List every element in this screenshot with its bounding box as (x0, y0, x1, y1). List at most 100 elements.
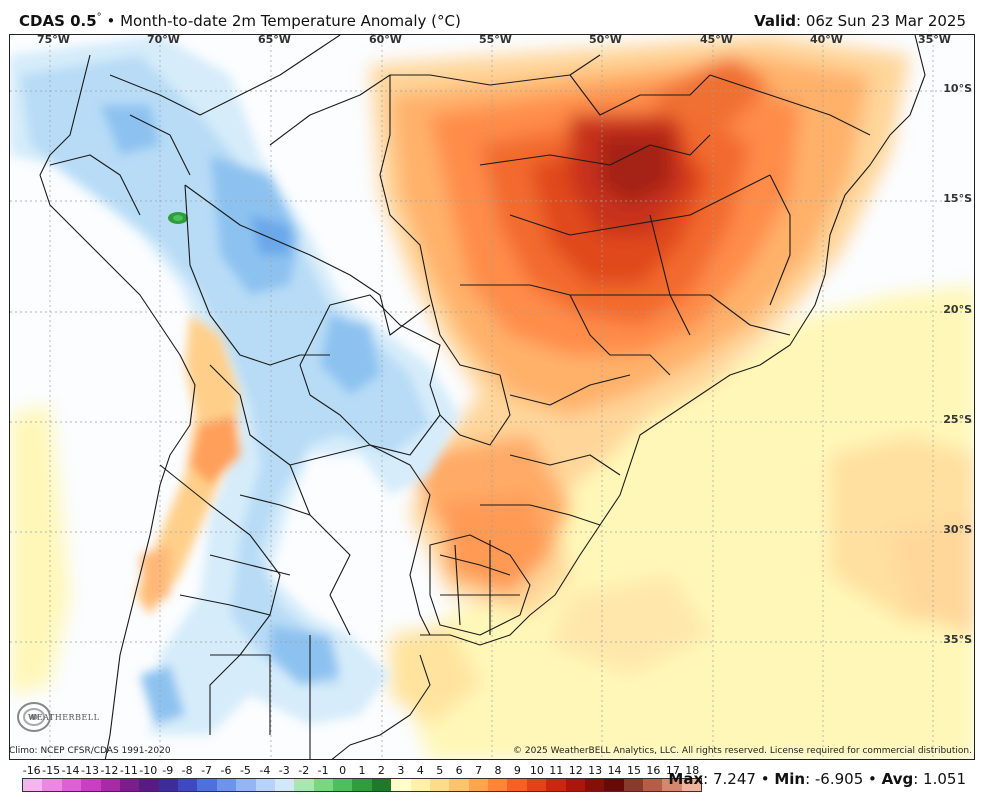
colorbar-tick: -10 (139, 764, 158, 777)
colorbar-swatch (197, 779, 217, 791)
colorbar-swatch (391, 779, 411, 791)
anomaly-map (10, 35, 974, 759)
colorbar-swatch (681, 779, 702, 791)
degree-mark: ° (96, 12, 102, 23)
colorbar-swatch (662, 779, 682, 791)
colorbar-tick: 11 (549, 764, 564, 777)
colorbar-tick: -1 (317, 764, 329, 777)
lon-label-45w: 45°W (700, 33, 733, 46)
colorbar-swatch (546, 779, 566, 791)
lon-label-35w: 35°W (918, 33, 951, 46)
colorbar-swatch (468, 779, 488, 791)
lon-label-70w: 70°W (147, 33, 180, 46)
title-bullet: • (106, 12, 116, 30)
colorbar-tick: 1 (358, 764, 366, 777)
weatherbell-logo-icon (17, 702, 51, 732)
colorbar-swatch (449, 779, 469, 791)
colorbar-tick: 6 (455, 764, 463, 777)
colorbar-tick: -11 (119, 764, 138, 777)
colorbar-tick: 0 (339, 764, 347, 777)
colorbar-swatch (643, 779, 663, 791)
colorbar-swatch (23, 779, 43, 791)
warm-anomaly-shading (370, 35, 910, 615)
colorbar-tick: 2 (377, 764, 385, 777)
colorbar-tick: 4 (416, 764, 424, 777)
colorbar-swatch (255, 779, 275, 791)
colorbar-swatch (236, 779, 256, 791)
lat-label-35s: 35°S (943, 633, 972, 646)
colorbar-tick: 9 (513, 764, 521, 777)
colorbar-tick: -3 (278, 764, 290, 777)
product-name: CDAS 0.5 (19, 12, 97, 30)
colorbar-tick-labels: -16 -15 -14 -13 -12 -11 -10 -9 -8 -7 -6 -5 -4 -3 -2 -1 0… (22, 764, 702, 778)
colorbar-tick: -4 (259, 764, 271, 777)
colorbar-tick: -14 (61, 764, 80, 777)
header-bar: CDAS 0.5° • Month-to-date 2m Temperature… (0, 0, 984, 34)
colorbar-tick: -16 (22, 764, 41, 777)
colorbar-swatch (410, 779, 430, 791)
colorbar-tick: 14 (607, 764, 622, 777)
colorbar (22, 778, 702, 792)
colorbar-tick: 16 (646, 764, 661, 777)
colorbar-swatch (526, 779, 547, 791)
lon-label-65w: 65°W (258, 33, 291, 46)
colorbar-swatch (488, 779, 508, 791)
max-value: : 7.247 (703, 770, 756, 788)
min-value: : -6.905 (805, 770, 864, 788)
colorbar-tick: -12 (100, 764, 119, 777)
andes-warm-streak (135, 315, 240, 615)
political-boundaries (39, 35, 926, 759)
colorbar-swatch (584, 779, 605, 791)
lat-label-25s: 25°S (943, 413, 972, 426)
colorbar-swatch (294, 779, 314, 791)
colorbar-swatch (81, 779, 101, 791)
colorbar-tick: 18 (685, 764, 700, 777)
colorbar-swatch (352, 779, 372, 791)
valid-time: Valid: 06z Sun 23 Mar 2025 (754, 12, 966, 30)
colorbar-swatch (216, 779, 237, 791)
colorbar-tick: 15 (627, 764, 641, 777)
colorbar-tick: 10 (529, 764, 544, 777)
climo-note: Climo: NCEP CFSR/CDAS 1991-2020 (9, 746, 171, 756)
colorbar-tick: -8 (181, 764, 193, 777)
colorbar-swatch (429, 779, 450, 791)
avg-label: Avg (881, 770, 914, 788)
colorbar-tick: 8 (494, 764, 502, 777)
stats-sep-2: • (863, 770, 882, 788)
lon-label-55w: 55°W (479, 33, 512, 46)
lat-label-30s: 30°S (943, 523, 972, 536)
colorbar-tick: -7 (201, 764, 213, 777)
colorbar-tick: -5 (239, 764, 251, 777)
colorbar-swatch (61, 779, 82, 791)
colorbar-swatch (119, 779, 140, 791)
map-title: CDAS 0.5° • Month-to-date 2m Temperature… (19, 12, 461, 30)
colorbar-swatch (274, 779, 295, 791)
colorbar-swatch (158, 779, 178, 791)
lon-label-50w: 50°W (589, 33, 622, 46)
logo-text: WEATHERBELL (28, 713, 100, 722)
field-stats: Max: 7.247 • Min: -6.905 • Avg: 1.051 (668, 770, 966, 788)
colorbar-swatch (507, 779, 527, 791)
colorbar-tick: -2 (298, 764, 310, 777)
colorbar-tick: 13 (588, 764, 603, 777)
colorbar-tick: -13 (81, 764, 99, 777)
colorbar-swatch (371, 779, 392, 791)
colorbar-swatch (313, 779, 333, 791)
copyright-note: © 2025 WeatherBELL Analytics, LLC. All r… (513, 746, 972, 756)
colorbar-swatch (100, 779, 120, 791)
stats-sep-1: • (755, 770, 775, 788)
colorbar-tick: -9 (162, 764, 174, 777)
colorbar-swatch (604, 779, 624, 791)
warm-ocean-shading (10, 285, 974, 759)
lat-label-15s: 15°S (943, 192, 972, 205)
colorbar-tick: 7 (475, 764, 483, 777)
max-label: Max (668, 770, 704, 788)
valid-value: : 06z Sun 23 Mar 2025 (796, 12, 966, 30)
min-label: Min (774, 770, 806, 788)
lon-label-75w: 75°W (37, 33, 70, 46)
lon-label-40w: 40°W (810, 33, 843, 46)
lon-label-60w: 60°W (369, 33, 402, 46)
avg-value: : 1.051 (913, 770, 966, 788)
colorbar-swatch (565, 779, 585, 791)
colorbar-tick: 12 (568, 764, 583, 777)
